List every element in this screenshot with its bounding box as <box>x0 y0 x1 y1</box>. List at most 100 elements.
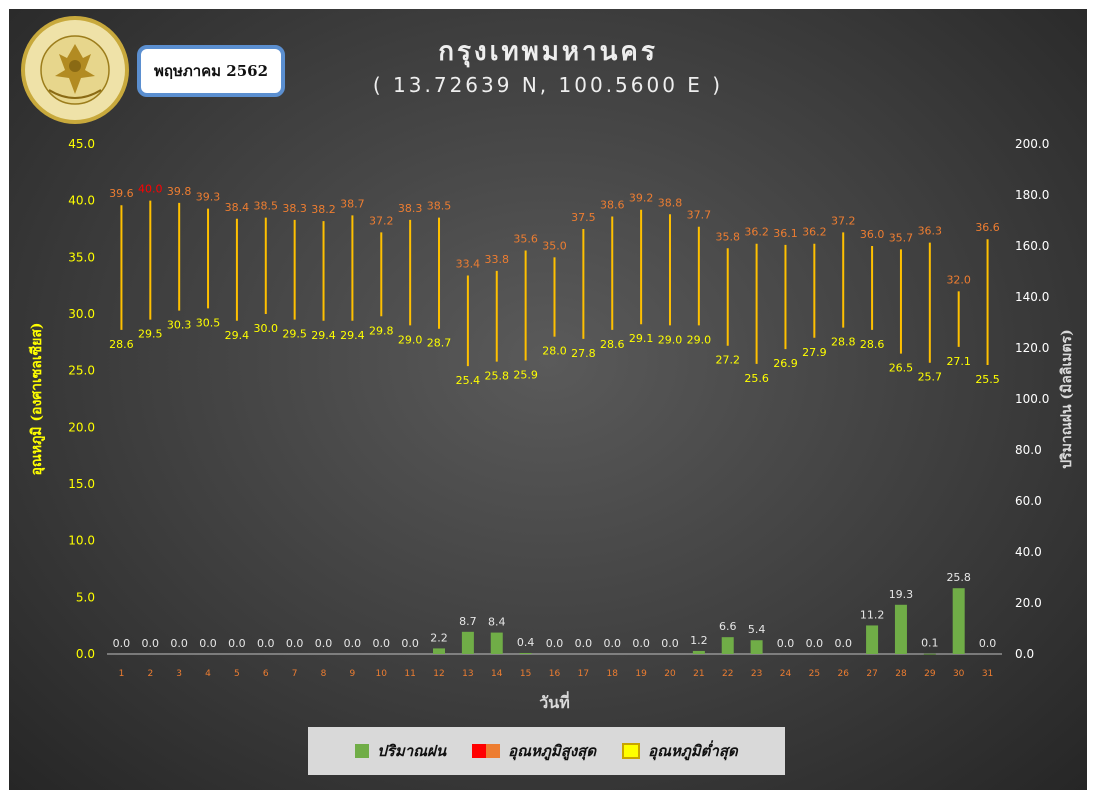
min-temp-label: 27.2 <box>715 354 740 367</box>
weather-chart: 0.05.010.015.020.025.030.035.040.045.00.… <box>9 9 1087 790</box>
x-tick-label: 31 <box>982 669 993 679</box>
x-tick-label: 12 <box>433 669 444 679</box>
rain-bar <box>895 605 907 654</box>
y-right-tick-label: 20.0 <box>1015 596 1042 610</box>
rain-bar <box>751 640 763 654</box>
min-temp-label: 28.8 <box>831 336 856 349</box>
legend-item-rain: ปริมาณฝน <box>355 739 446 763</box>
rain-data-label: 8.7 <box>459 615 477 628</box>
rain-bar <box>491 633 503 654</box>
min-temp-label: 28.6 <box>600 338 625 351</box>
max-temp-label: 35.8 <box>715 230 740 243</box>
rain-data-label: 0.0 <box>228 637 246 650</box>
x-tick-label: 1 <box>119 669 125 679</box>
y-right-tick-label: 120.0 <box>1015 341 1049 355</box>
max-temp-label: 38.3 <box>398 202 423 215</box>
min-temp-label: 30.0 <box>254 322 279 335</box>
rain-bar <box>866 625 878 654</box>
rain-data-label: 6.6 <box>719 620 737 633</box>
x-tick-label: 21 <box>693 669 704 679</box>
max-temp-label: 36.3 <box>918 225 943 238</box>
min-temp-label: 29.0 <box>398 333 423 346</box>
legend-label-rain: ปริมาณฝน <box>377 739 446 763</box>
rain-bar <box>693 651 705 654</box>
legend-swatch-min <box>622 743 640 759</box>
x-tick-label: 5 <box>234 669 240 679</box>
min-temp-label: 29.5 <box>282 328 307 341</box>
min-temp-label: 29.0 <box>687 333 712 346</box>
rain-data-label: 2.2 <box>430 631 448 644</box>
x-tick-label: 17 <box>578 669 589 679</box>
x-tick-label: 10 <box>376 669 388 679</box>
rain-data-label: 0.0 <box>661 637 679 650</box>
legend-swatch-rain <box>355 744 369 758</box>
x-tick-label: 13 <box>462 669 473 679</box>
x-tick-label: 4 <box>205 669 211 679</box>
rain-bar <box>722 637 734 654</box>
x-tick-label: 16 <box>549 669 561 679</box>
min-temp-label: 27.9 <box>802 346 827 359</box>
x-tick-label: 24 <box>780 669 792 679</box>
rain-data-label: 0.0 <box>286 637 304 650</box>
x-tick-label: 29 <box>924 669 936 679</box>
min-temp-label: 29.5 <box>138 328 163 341</box>
x-tick-label: 3 <box>176 669 182 679</box>
rain-data-label: 0.0 <box>834 637 852 650</box>
y-right-tick-label: 140.0 <box>1015 290 1049 304</box>
min-temp-label: 26.5 <box>889 362 914 375</box>
legend-label-min: อุณหภูมิต่ำสุด <box>648 739 738 763</box>
rain-data-label: 8.4 <box>488 616 506 629</box>
rain-data-label: 0.0 <box>603 637 621 650</box>
rain-data-label: 0.0 <box>315 637 333 650</box>
legend-item-max: อุณหภูมิสูงสุด <box>472 739 596 763</box>
min-temp-label: 29.4 <box>311 329 336 342</box>
x-tick-label: 28 <box>895 669 907 679</box>
y-right-tick-label: 200.0 <box>1015 137 1049 151</box>
max-temp-label: 35.7 <box>889 231 914 244</box>
y-right-tick-label: 80.0 <box>1015 443 1042 457</box>
rain-data-label: 0.0 <box>344 637 362 650</box>
rain-data-label: 0.0 <box>546 637 564 650</box>
max-temp-label: 36.1 <box>773 227 798 240</box>
y-left-tick-label: 0.0 <box>76 647 95 661</box>
min-temp-label: 28.7 <box>427 337 452 350</box>
min-temp-label: 25.7 <box>918 371 943 384</box>
min-temp-label: 25.8 <box>485 370 510 383</box>
min-temp-label: 27.1 <box>946 355 971 368</box>
x-tick-label: 6 <box>263 669 269 679</box>
max-temp-label: 35.6 <box>513 233 538 246</box>
x-tick-label: 19 <box>635 669 647 679</box>
max-temp-label: 38.5 <box>427 200 452 213</box>
min-temp-label: 30.5 <box>196 316 221 329</box>
max-temp-label: 36.2 <box>744 226 769 239</box>
max-temp-label: 35.0 <box>542 239 567 252</box>
y-right-tick-label: 40.0 <box>1015 545 1042 559</box>
max-temp-label: 38.2 <box>311 203 336 216</box>
max-temp-label: 32.0 <box>946 273 971 286</box>
min-temp-label: 25.5 <box>975 373 1000 386</box>
min-temp-label: 29.4 <box>340 329 365 342</box>
x-tick-label: 22 <box>722 669 733 679</box>
y-left-tick-label: 40.0 <box>68 194 95 208</box>
x-tick-label: 18 <box>607 669 619 679</box>
x-tick-label: 2 <box>147 669 153 679</box>
y-right-tick-label: 180.0 <box>1015 188 1049 202</box>
rain-data-label: 11.2 <box>860 608 885 621</box>
y-left-tick-label: 25.0 <box>68 364 95 378</box>
x-tick-label: 15 <box>520 669 531 679</box>
min-temp-label: 25.9 <box>513 368 538 381</box>
max-temp-label: 39.6 <box>109 187 134 200</box>
max-temp-label: 37.7 <box>687 209 712 222</box>
min-temp-label: 29.1 <box>629 332 654 345</box>
x-tick-label: 27 <box>866 669 877 679</box>
x-tick-label: 25 <box>809 669 820 679</box>
max-temp-label: 38.4 <box>225 201 250 214</box>
rain-data-label: 0.0 <box>257 637 275 650</box>
rain-bar <box>433 648 445 654</box>
y-right-axis-title: ปริมาณฝน (มิลลิเมตร) <box>1059 329 1075 468</box>
rain-data-label: 19.3 <box>889 588 914 601</box>
min-temp-label: 27.8 <box>571 347 596 360</box>
max-temp-label: 38.3 <box>282 202 307 215</box>
max-temp-label: 36.0 <box>860 228 885 241</box>
min-temp-label: 26.9 <box>773 357 798 370</box>
